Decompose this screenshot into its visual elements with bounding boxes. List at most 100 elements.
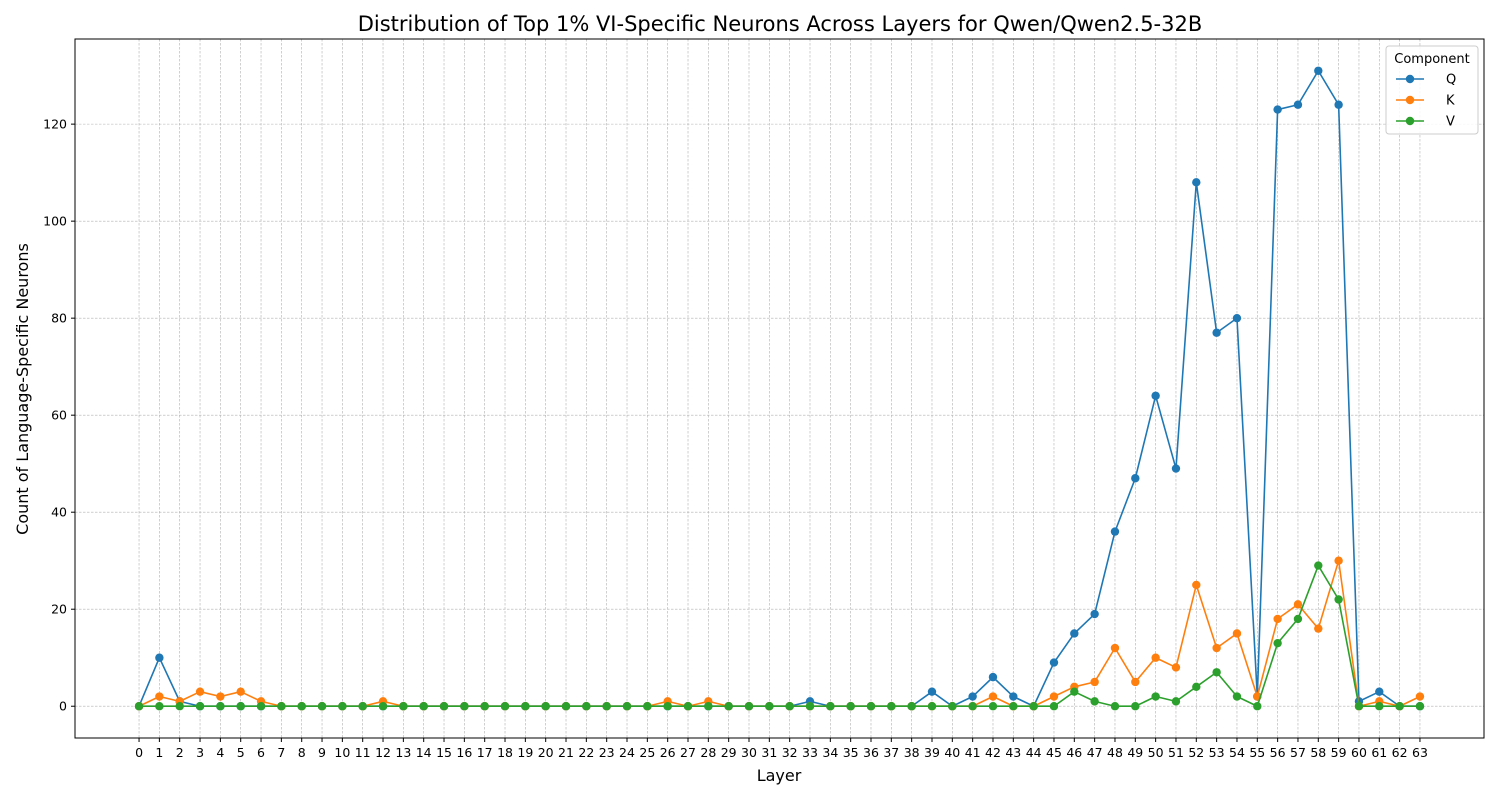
- data-point: [683, 702, 693, 711]
- y-tick-label: 80: [51, 311, 67, 326]
- data-point: [1131, 474, 1140, 483]
- data-point: [988, 692, 998, 701]
- data-point: [195, 702, 205, 711]
- data-point: [134, 702, 144, 711]
- data-point: [968, 692, 977, 701]
- data-point: [643, 702, 652, 711]
- x-tick-label: 6: [257, 745, 265, 760]
- data-point: [1334, 556, 1343, 565]
- data-point: [1232, 629, 1242, 638]
- x-tick-label: 27: [680, 745, 696, 760]
- legend-marker: [1405, 95, 1415, 105]
- series-k: [134, 556, 1425, 711]
- x-tick-label: 28: [700, 745, 716, 760]
- x-tick-label: 61: [1371, 745, 1387, 760]
- data-point: [317, 702, 327, 711]
- x-tick-label: 43: [1005, 745, 1021, 760]
- data-point: [1375, 702, 1384, 711]
- data-point: [1049, 692, 1059, 701]
- x-tick-label: 15: [436, 745, 452, 760]
- x-tick-label: 57: [1290, 745, 1306, 760]
- x-tick-label: 32: [782, 745, 798, 760]
- legend-label: K: [1446, 94, 1455, 109]
- x-tick-label: 10: [334, 745, 350, 760]
- x-tick-label: 20: [538, 745, 554, 760]
- data-point: [1151, 391, 1160, 400]
- data-point: [399, 702, 408, 711]
- data-point: [927, 687, 937, 696]
- x-tick-label: 2: [176, 745, 184, 760]
- legend-entry-q: Q: [1396, 73, 1456, 88]
- data-point: [1070, 629, 1079, 638]
- x-tick-label: 18: [497, 745, 513, 760]
- data-point: [1131, 702, 1140, 711]
- x-tick-label: 36: [863, 745, 879, 760]
- data-point: [1334, 100, 1343, 109]
- data-point: [1232, 692, 1242, 701]
- x-tick-label: 63: [1412, 745, 1428, 760]
- data-point: [602, 702, 611, 711]
- x-tick-label: 48: [1107, 745, 1123, 760]
- data-point: [155, 653, 164, 662]
- x-axis: 0 1 2 3 4 5 6 7 8 9 10 11 12 13 14 15 16 17 18 19 20 21 22 23 24…: [135, 738, 1428, 760]
- data-point: [1029, 702, 1038, 711]
- data-point: [765, 702, 774, 711]
- data-point: [1151, 692, 1160, 701]
- x-tick-label: 13: [395, 745, 411, 760]
- data-point: [785, 702, 794, 711]
- x-tick-label: 45: [1046, 745, 1062, 760]
- legend-frame: [1385, 45, 1479, 135]
- x-tick-label: 3: [196, 745, 204, 760]
- data-point: [1131, 677, 1140, 687]
- data-point: [927, 702, 937, 711]
- data-point: [1090, 697, 1099, 706]
- data-point: [1273, 638, 1282, 648]
- legend-marker: [1405, 116, 1415, 126]
- x-tick-label: 49: [1127, 745, 1143, 760]
- x-tick-label: 7: [277, 745, 285, 760]
- x-tick-label: 22: [578, 745, 594, 760]
- y-tick-label: 20: [51, 602, 67, 617]
- legend-label: V: [1446, 115, 1455, 130]
- y-axis: 0 20 40 60 80 100 120: [43, 117, 75, 714]
- data-point: [155, 692, 164, 701]
- data-point: [1090, 677, 1099, 687]
- data-point: [968, 702, 977, 711]
- data-point: [338, 702, 347, 711]
- x-tick-label: 8: [298, 745, 306, 760]
- x-tick-label: 21: [558, 745, 574, 760]
- legend-entries: QKV: [1396, 73, 1456, 130]
- data-point: [1110, 643, 1120, 653]
- x-tick-label: 12: [375, 745, 391, 760]
- data-point: [1009, 702, 1018, 711]
- data-point: [1192, 682, 1201, 692]
- x-tick-label: 40: [944, 745, 960, 760]
- legend: Component QKV: [1385, 45, 1479, 135]
- data-point: [1171, 464, 1181, 473]
- x-tick-label: 31: [761, 745, 777, 760]
- x-tick-label: 30: [741, 745, 757, 760]
- data-point: [663, 702, 672, 711]
- x-tick-label: 26: [660, 745, 676, 760]
- x-axis-label: Layer: [757, 766, 802, 785]
- data-point: [216, 702, 225, 711]
- data-point: [236, 702, 245, 711]
- data-point: [1009, 692, 1018, 701]
- x-tick-label: 24: [619, 745, 635, 760]
- data-point: [1395, 702, 1404, 711]
- x-tick-label: 16: [456, 745, 472, 760]
- data-point: [1212, 643, 1221, 653]
- x-tick-label: 51: [1168, 745, 1184, 760]
- data-point: [1192, 178, 1201, 187]
- data-point: [1110, 527, 1120, 536]
- x-tick-label: 37: [883, 745, 899, 760]
- data-point: [216, 692, 225, 701]
- x-tick-label: 35: [843, 745, 859, 760]
- data-point: [155, 702, 164, 711]
- data-point: [541, 702, 550, 711]
- series-q: [134, 66, 1425, 711]
- data-point: [907, 702, 916, 711]
- data-point: [1171, 663, 1181, 672]
- data-point: [988, 672, 998, 682]
- y-tick-label: 120: [43, 117, 67, 132]
